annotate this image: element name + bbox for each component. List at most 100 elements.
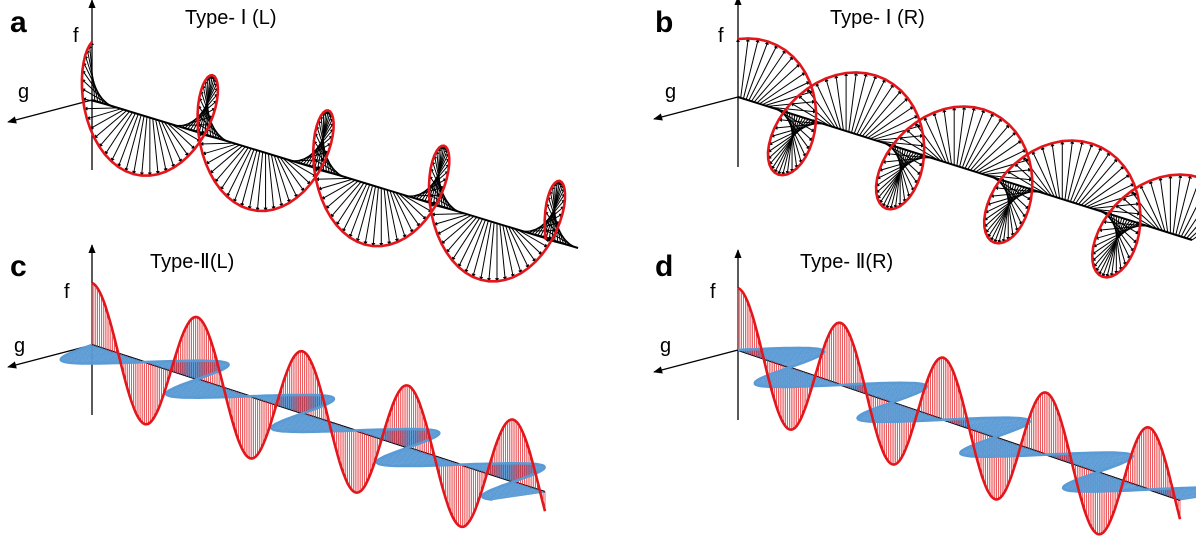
g-component xyxy=(278,422,333,432)
g-component xyxy=(764,370,801,378)
field-vector xyxy=(285,158,317,177)
field-vector xyxy=(773,122,822,130)
field-vector xyxy=(1149,179,1166,232)
g-component xyxy=(1082,483,1133,493)
field-vector xyxy=(990,185,1020,242)
g-component xyxy=(377,454,433,464)
panel-title: Type- Ⅰ (L) xyxy=(185,7,276,29)
g-component xyxy=(286,423,337,433)
g-component xyxy=(979,448,1030,458)
field-vector xyxy=(220,147,249,191)
g-component xyxy=(289,402,329,410)
field-vector xyxy=(1080,165,1125,206)
field-vector xyxy=(196,113,226,141)
field-vector xyxy=(834,74,844,131)
g-component xyxy=(61,350,111,359)
field-vector xyxy=(471,220,489,278)
field-vector xyxy=(445,216,478,254)
g-component xyxy=(1071,453,1130,464)
field-vector xyxy=(875,153,920,194)
g-component xyxy=(177,389,230,398)
field-vector xyxy=(317,178,353,191)
g-component xyxy=(376,453,429,463)
field-vector xyxy=(81,88,113,107)
g-component xyxy=(859,407,909,416)
g-component xyxy=(967,418,1025,429)
g-component xyxy=(860,382,916,393)
field-vector xyxy=(1175,174,1192,236)
field-vector xyxy=(970,124,1010,171)
field-vector xyxy=(879,152,915,204)
field-vector xyxy=(544,229,576,248)
field-vector xyxy=(155,119,168,173)
field-vector xyxy=(774,117,804,174)
g-component xyxy=(282,423,335,432)
f-axis-label: f xyxy=(710,281,716,303)
g-component xyxy=(877,389,924,398)
g-component xyxy=(772,353,823,363)
field-vector xyxy=(764,90,814,106)
g-component xyxy=(964,445,1023,456)
g-component xyxy=(485,486,529,494)
g-component xyxy=(759,348,817,358)
field-vector xyxy=(83,106,119,111)
field-vector xyxy=(1158,176,1169,233)
field-vector xyxy=(383,188,392,246)
g-component xyxy=(1073,482,1129,492)
g-component xyxy=(60,351,115,361)
g-component xyxy=(778,357,815,365)
g-component xyxy=(1063,478,1120,489)
g-component xyxy=(387,457,440,466)
field-vector xyxy=(270,154,284,208)
g-component xyxy=(1172,493,1196,499)
field-vector xyxy=(110,112,136,163)
field-vector xyxy=(163,121,189,157)
g-component xyxy=(68,348,104,355)
field-vector xyxy=(392,191,414,234)
g-component xyxy=(765,377,821,388)
field-vector xyxy=(1089,192,1139,209)
g-component xyxy=(1066,452,1121,462)
g-component xyxy=(76,355,126,364)
g-component xyxy=(494,467,545,477)
field-vector xyxy=(1140,184,1163,231)
field-vector xyxy=(851,72,868,133)
field-vector xyxy=(882,151,912,208)
text-layer: a Type- Ⅰ (L) f g b Type- Ⅰ (R) f g c Type-Ⅱ(L) f g… xyxy=(10,6,925,357)
g-component xyxy=(1079,457,1132,467)
g-component xyxy=(61,352,117,362)
g-component xyxy=(62,349,109,358)
field-vector xyxy=(1069,142,1093,202)
field-vector xyxy=(1094,208,1142,216)
g-component xyxy=(969,418,1028,429)
g-component xyxy=(489,490,544,500)
field-vector xyxy=(132,115,145,175)
field-vector xyxy=(748,44,778,101)
g-component xyxy=(1179,497,1196,501)
g-component xyxy=(178,365,229,374)
field-vector xyxy=(893,148,904,210)
g-component xyxy=(388,433,439,442)
field-vector xyxy=(1172,173,1183,235)
g-component xyxy=(857,408,913,419)
g-component xyxy=(273,418,320,427)
g-component xyxy=(755,373,808,383)
field-vector xyxy=(1107,212,1152,228)
field-vector xyxy=(987,186,1023,238)
field-vector xyxy=(172,124,207,135)
g-component xyxy=(762,376,819,387)
g-component xyxy=(391,457,442,467)
g-component xyxy=(972,420,1030,431)
field-vector xyxy=(196,123,229,142)
helix-curve xyxy=(737,37,1196,279)
field-vector xyxy=(544,219,573,247)
g-component xyxy=(879,391,921,399)
g-component xyxy=(383,456,438,466)
field-vector xyxy=(152,118,160,176)
g-component xyxy=(1067,480,1126,491)
g-component xyxy=(858,382,912,392)
field-vector xyxy=(964,112,994,169)
g-component xyxy=(877,413,927,423)
g-component xyxy=(168,387,224,397)
